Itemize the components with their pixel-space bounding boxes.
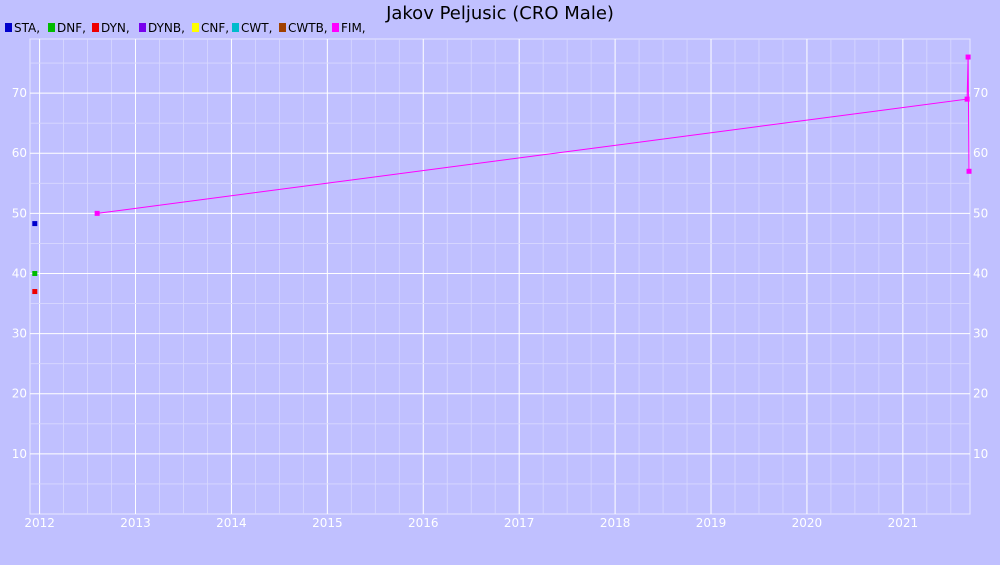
legend: STA, DNF, DYN, DYNB, CNF, CWT, CWTB, FIM, — [5, 21, 366, 35]
chart-title: Jakov Peljusic (CRO Male) — [385, 3, 614, 24]
legend-label-dynb: DYNB, — [148, 21, 185, 35]
legend-label-cnf: CNF, — [201, 21, 229, 35]
x-tick-label: 2012 — [24, 516, 55, 530]
legend-swatch-dyn — [92, 23, 99, 32]
x-tick-label: 2016 — [408, 516, 439, 530]
y-tick-label-right: 60 — [973, 146, 988, 160]
y-tick-label-right: 30 — [973, 327, 988, 341]
legend-swatch-dynb — [139, 23, 146, 32]
data-point-dyn — [32, 289, 38, 295]
y-tick-label-right: 10 — [973, 447, 988, 461]
y-tick-label-right: 40 — [973, 266, 988, 280]
legend-swatch-sta — [5, 23, 12, 32]
data-point-dnf — [32, 270, 38, 276]
legend-swatch-cwt — [232, 23, 239, 32]
legend-label-cwtb: CWTB, — [288, 21, 328, 35]
data-point-fim — [964, 96, 970, 102]
x-tick-label: 2015 — [312, 516, 343, 530]
x-tick-label: 2013 — [120, 516, 151, 530]
plot-frame — [29, 38, 971, 515]
x-tick-label: 2020 — [792, 516, 823, 530]
y-tick-label-left: 50 — [12, 206, 27, 220]
legend-swatch-cnf — [192, 23, 199, 32]
series-line-fim — [97, 56, 970, 214]
plot-area — [32, 54, 972, 295]
y-tick-label-left: 40 — [12, 266, 27, 280]
legend-swatch-fim — [332, 23, 339, 32]
x-tick-label: 2021 — [888, 516, 919, 530]
legend-swatch-dnf — [48, 23, 55, 32]
grid — [29, 38, 971, 515]
axis-labels: 2012 2013 2014 2015 2016 2017 2018 2019 2020 2021… — [12, 86, 989, 530]
y-tick-label-right: 20 — [973, 387, 988, 401]
y-tick-label-left: 20 — [12, 387, 27, 401]
y-tick-label-right: 70 — [973, 86, 988, 100]
x-tick-label: 2017 — [504, 516, 535, 530]
legend-label-cwt: CWT, — [241, 21, 272, 35]
legend-label-dyn: DYN, — [101, 21, 130, 35]
y-tick-label-right: 50 — [973, 206, 988, 220]
y-tick-label-left: 30 — [12, 327, 27, 341]
y-tick-label-left: 60 — [12, 146, 27, 160]
legend-label-sta: STA, — [14, 21, 40, 35]
x-tick-label: 2014 — [216, 516, 247, 530]
data-point-fim — [966, 168, 972, 174]
data-point-sta — [32, 221, 38, 227]
y-tick-label-left: 10 — [12, 447, 27, 461]
legend-label-dnf: DNF, — [57, 21, 86, 35]
y-tick-label-left: 70 — [12, 86, 27, 100]
data-point-fim — [965, 54, 971, 60]
legend-label-fim: FIM, — [341, 21, 366, 35]
data-point-fim — [94, 210, 100, 216]
x-tick-label: 2019 — [696, 516, 727, 530]
x-tick-label: 2018 — [600, 516, 631, 530]
legend-swatch-cwtb — [279, 23, 286, 32]
